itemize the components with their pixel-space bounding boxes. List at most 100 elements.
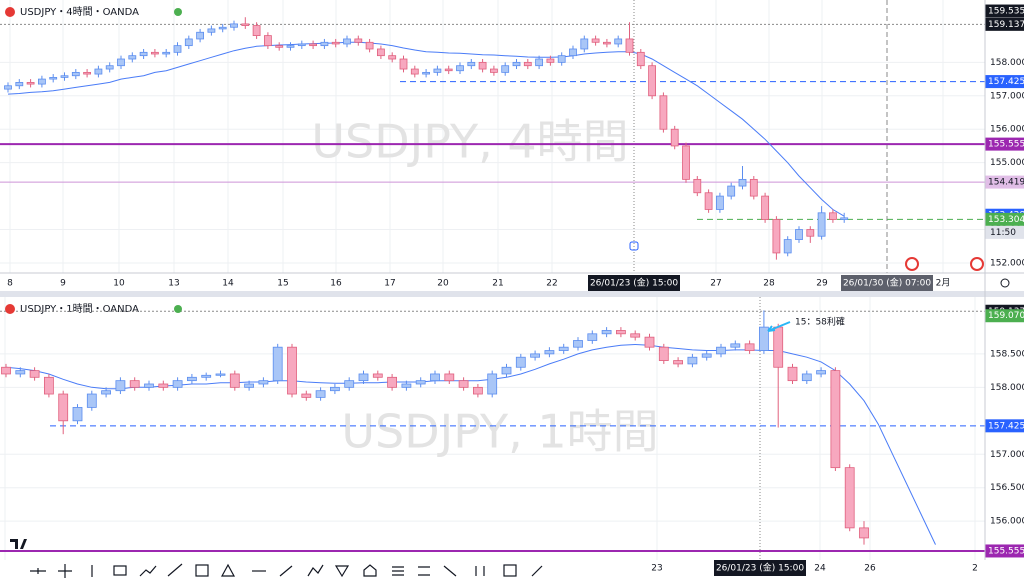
- time-label: 26/01/23 (金) 15:00: [716, 562, 804, 574]
- candle-body: [329, 386, 340, 392]
- candle-body: [523, 61, 532, 67]
- tool-icon[interactable]: [503, 564, 517, 577]
- time-label-box: [714, 560, 806, 576]
- candle-body: [738, 178, 747, 187]
- candle-body: [115, 380, 126, 392]
- price-badge-label: 155.555: [988, 140, 1024, 150]
- candle-body: [636, 51, 645, 67]
- candle-body: [287, 346, 297, 395]
- tool-icon[interactable]: [418, 566, 430, 576]
- price-badge-label: 159.535: [988, 7, 1024, 17]
- tool-icon[interactable]: [334, 565, 350, 578]
- tool-icon[interactable]: [443, 565, 457, 577]
- candle-body: [716, 346, 726, 355]
- candle-body: [444, 68, 453, 72]
- logo[interactable]: [10, 539, 27, 549]
- candle-body: [557, 55, 566, 63]
- event-flag[interactable]: [905, 257, 919, 271]
- y-tick-label: 152.000: [990, 258, 1024, 268]
- candle-body: [72, 407, 83, 422]
- candle-body: [4, 85, 12, 90]
- candle-body: [591, 38, 600, 43]
- candle-body: [501, 65, 510, 73]
- time-label-box: [588, 275, 680, 291]
- x-tick-label: 28: [763, 279, 775, 289]
- candle-body: [658, 346, 669, 361]
- price-badge-label: 157.425: [988, 77, 1024, 87]
- drawing-toolbar: [0, 560, 560, 578]
- candle-body: [410, 68, 419, 75]
- x-tick-label: 23: [651, 564, 662, 574]
- tool-icon[interactable]: [139, 565, 157, 577]
- watermark: USDJPY, 4時間: [311, 115, 628, 169]
- candle-body: [422, 71, 431, 75]
- candle-body: [630, 333, 641, 338]
- candle-body: [244, 383, 255, 388]
- candle-body: [795, 229, 803, 240]
- x-tick-label: 10: [113, 279, 125, 289]
- marker-icon[interactable]: [629, 241, 639, 251]
- symbol-flag[interactable]: [5, 7, 15, 17]
- tool-icon[interactable]: [30, 568, 46, 574]
- tool-icon[interactable]: [475, 566, 485, 576]
- tool-icon[interactable]: [58, 564, 72, 578]
- chart-title: USDJPY・4時間・OANDA: [20, 6, 139, 18]
- tool-icon[interactable]: [167, 563, 183, 577]
- candle-body: [759, 326, 769, 351]
- annotation: 15：58利確: [795, 316, 845, 328]
- candle-body: [320, 41, 329, 47]
- candle-body: [272, 346, 283, 382]
- candle-body: [196, 31, 205, 40]
- tool-icon[interactable]: [195, 564, 209, 577]
- symbol-flag[interactable]: [5, 304, 15, 314]
- tool-icon[interactable]: [279, 565, 293, 577]
- candle-body: [60, 75, 69, 78]
- settings-icon[interactable]: [1000, 278, 1010, 288]
- tool-icon[interactable]: [307, 564, 324, 577]
- pane-separator[interactable]: [0, 291, 1024, 297]
- candle-body: [458, 380, 469, 388]
- candle-body: [601, 330, 612, 335]
- candle-body: [616, 330, 626, 335]
- candle-body: [26, 82, 35, 85]
- candle-body: [343, 38, 351, 45]
- candle-body: [693, 178, 702, 194]
- candle-body: [1, 366, 11, 375]
- candle-body: [783, 239, 792, 254]
- candle-body: [614, 38, 623, 45]
- tool-icon[interactable]: [392, 566, 404, 576]
- candle-body: [387, 376, 398, 388]
- price-badge: [985, 544, 1024, 558]
- candle-body: [840, 217, 849, 220]
- x-tick-label: 24: [814, 564, 826, 574]
- countdown-badge: [985, 225, 1024, 239]
- price-badge: [985, 212, 1024, 226]
- tool-icon[interactable]: [113, 565, 127, 576]
- candle-body: [263, 35, 272, 47]
- candle-body: [58, 393, 69, 422]
- candle-body: [644, 336, 655, 348]
- candle-body: [258, 380, 269, 385]
- x-tick-label: 29: [816, 279, 828, 289]
- price-badge-label: 153.304: [988, 215, 1024, 225]
- candle-body: [399, 58, 408, 70]
- candle-body: [744, 343, 755, 351]
- candle-body: [587, 333, 598, 341]
- event-flag[interactable]: [970, 257, 984, 271]
- tool-icon[interactable]: [363, 564, 377, 577]
- time-label: 26/01/23 (金) 15:00: [590, 277, 678, 289]
- candle-body: [207, 28, 216, 33]
- x-tick-label: 2: [972, 564, 978, 574]
- y-tick-label: 156.000: [990, 517, 1024, 527]
- candle-body: [184, 38, 193, 47]
- candle-body: [44, 376, 54, 395]
- candle-body: [301, 393, 312, 398]
- x-tick-label: 20: [437, 279, 449, 289]
- price-badge: [985, 175, 1024, 189]
- tool-icon[interactable]: [220, 563, 236, 577]
- y-tick-label: 156.000: [990, 125, 1024, 135]
- tool-icon[interactable]: [531, 565, 543, 577]
- candle-body: [105, 65, 114, 70]
- candle-body: [673, 360, 683, 365]
